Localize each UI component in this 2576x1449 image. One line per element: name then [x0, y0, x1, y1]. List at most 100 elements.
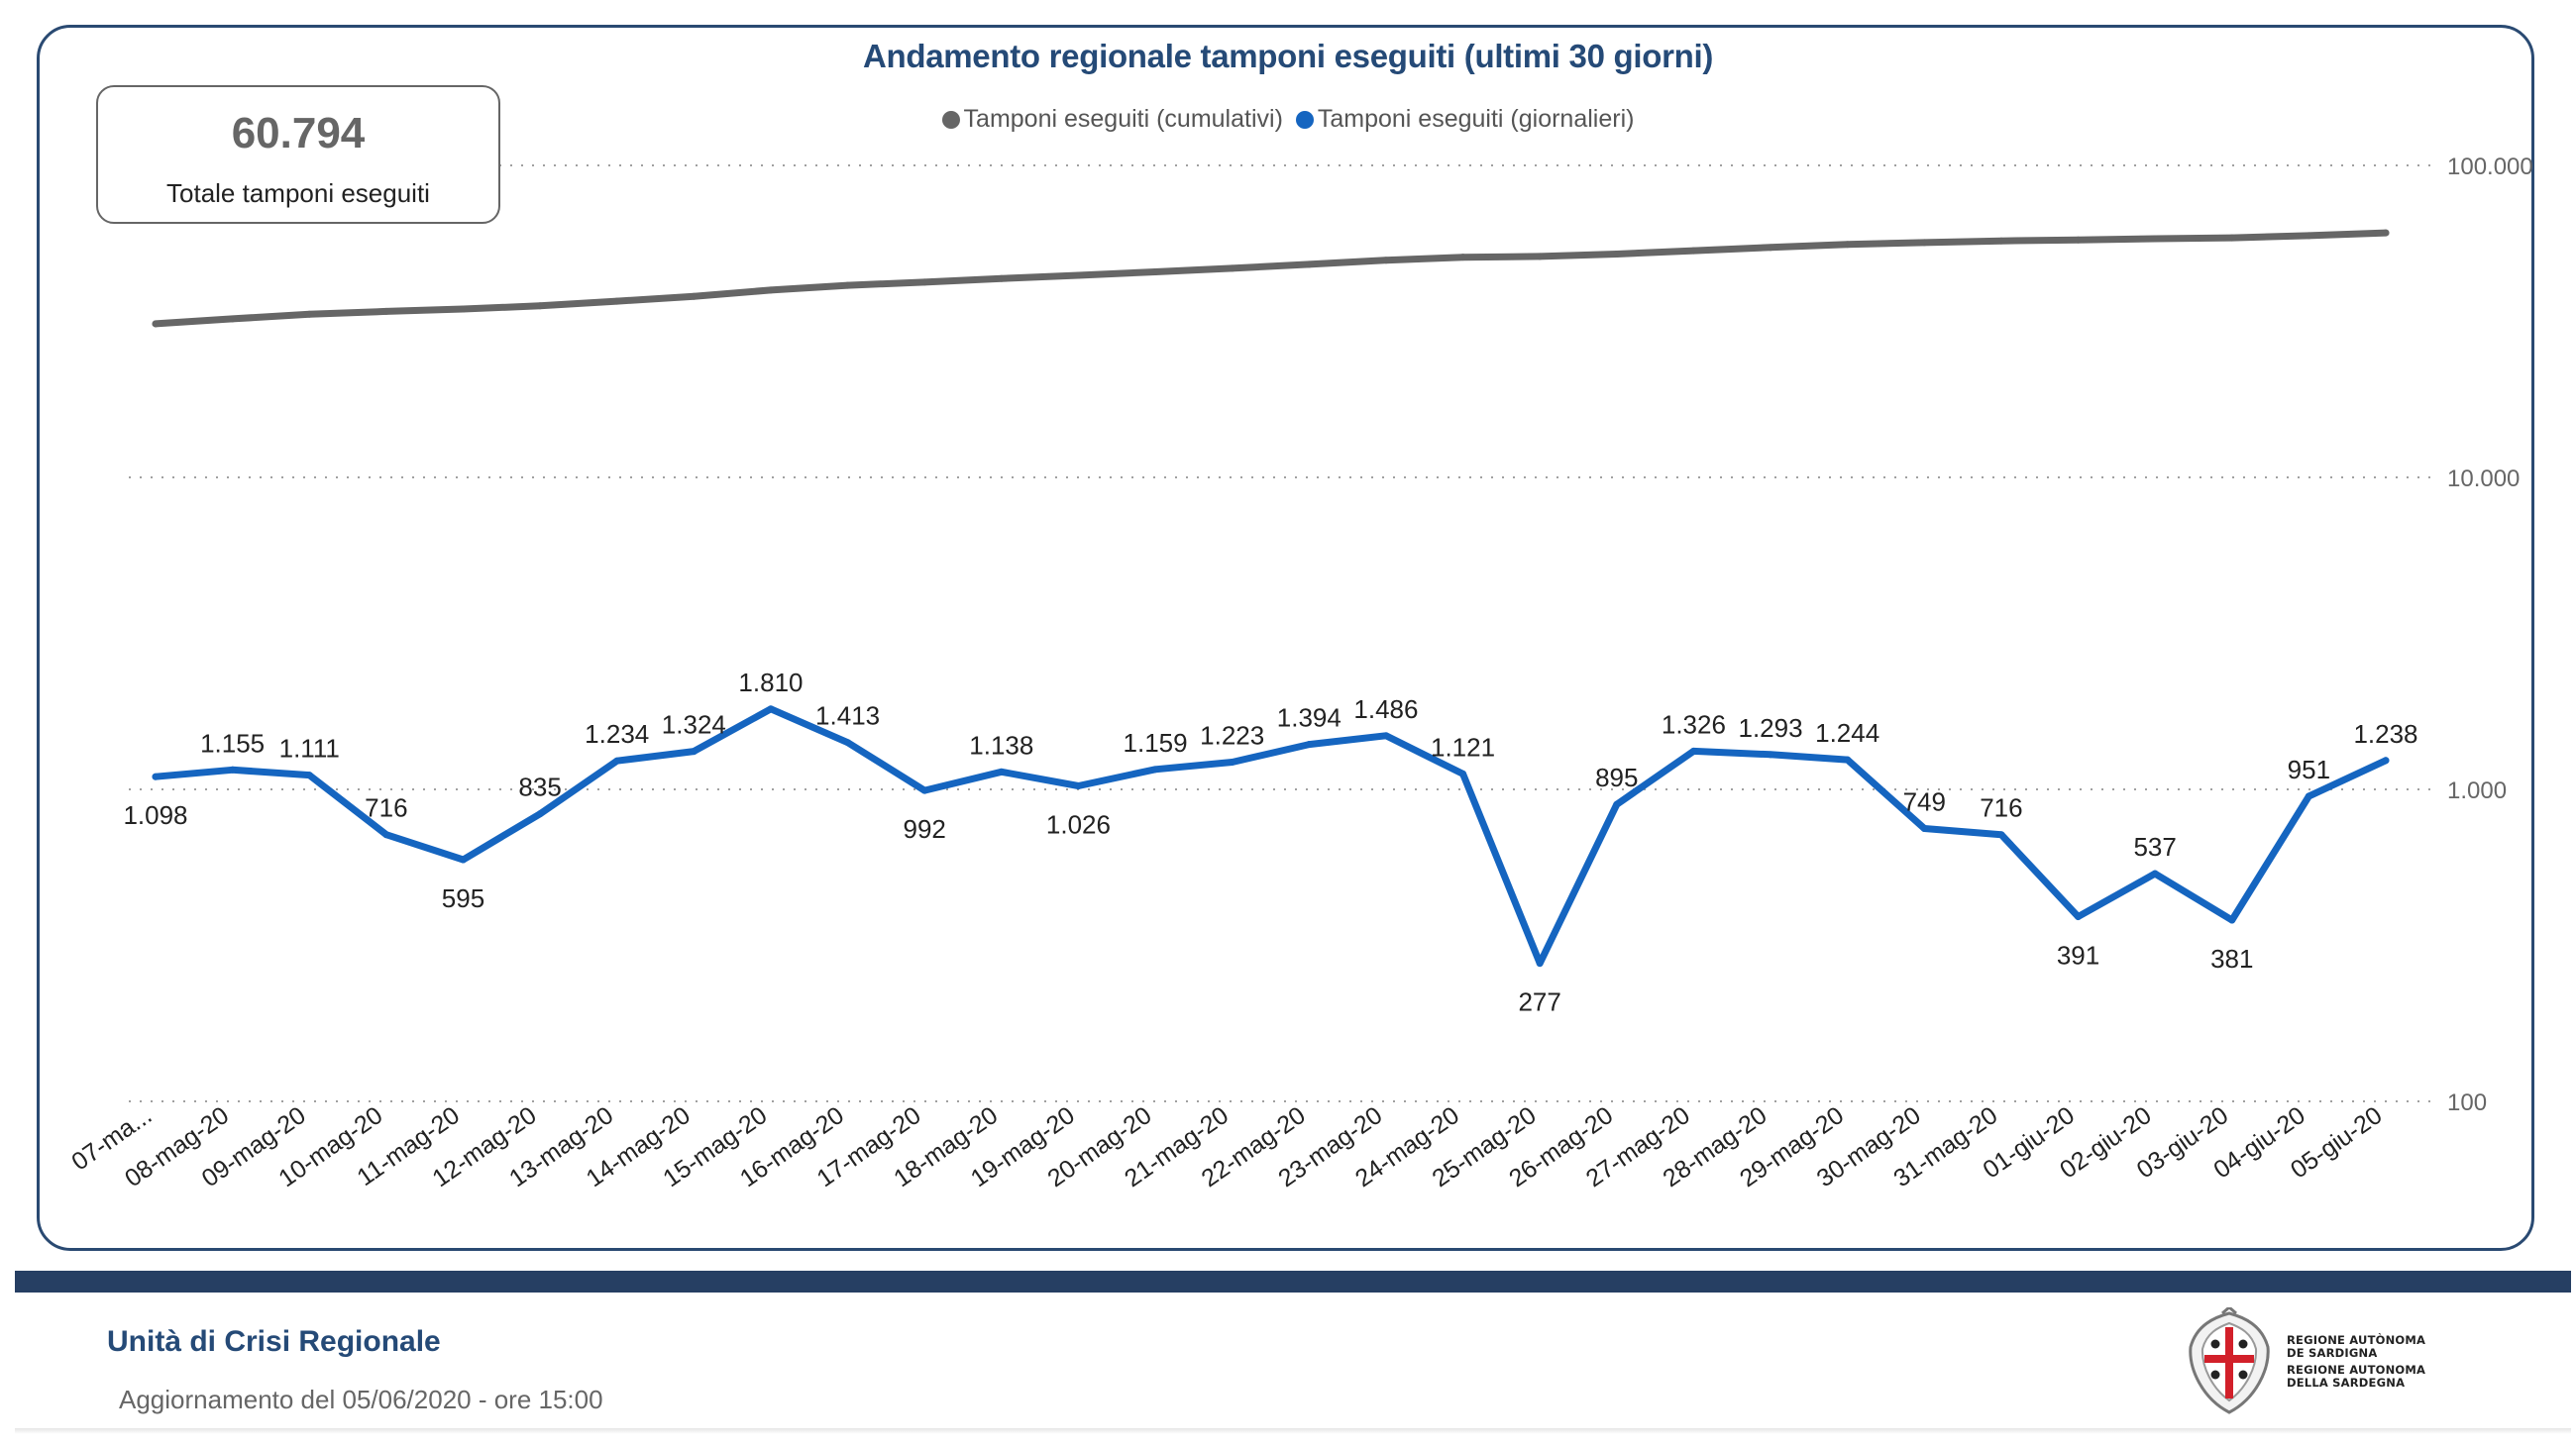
data-label: 537 — [2133, 832, 2176, 862]
legend-item-daily[interactable]: Tamponi eseguiti (giornalieri) — [1295, 105, 1635, 134]
footer-divider-bar — [15, 1271, 2571, 1293]
data-point-cumulative[interactable] — [1997, 237, 2005, 245]
kpi-label: Totale tamponi eseguiti — [166, 178, 430, 208]
kpi-card-total-tests: 60.794 Totale tamponi eseguiti — [96, 85, 500, 224]
series-line-daily — [152, 705, 2390, 968]
data-points — [152, 229, 2390, 968]
data-point-daily[interactable] — [459, 856, 467, 864]
data-label: 749 — [1903, 787, 1946, 817]
x-axis-tick-labels: 07-ma...08-mag-2009-mag-2010-mag-2011-ma… — [66, 1101, 2387, 1192]
data-label: 1.244 — [1815, 718, 1879, 748]
data-point-daily[interactable] — [920, 786, 928, 794]
data-point-daily[interactable] — [767, 705, 775, 713]
data-label: 595 — [442, 883, 484, 913]
data-point-cumulative[interactable] — [1459, 254, 1467, 261]
data-point-cumulative[interactable] — [152, 320, 160, 328]
data-point-daily[interactable] — [1305, 741, 1313, 749]
data-label: 1.121 — [1431, 732, 1495, 762]
data-point-cumulative[interactable] — [459, 305, 467, 313]
data-point-daily[interactable] — [1689, 747, 1697, 755]
data-point-cumulative[interactable] — [1382, 257, 1390, 264]
data-label: 277 — [1518, 987, 1560, 1017]
legend-item-cumulative[interactable]: Tamponi eseguiti (cumulativi) — [941, 105, 1283, 134]
data-point-cumulative[interactable] — [613, 297, 621, 305]
data-labels: 1.098 1.155 1.111 716 595 835 1.234 1.324 1.810 1… — [123, 668, 2417, 1017]
chart-card — [37, 25, 2534, 1251]
data-point-cumulative[interactable] — [2075, 236, 2083, 244]
y-tick-label: 10.000 — [2447, 466, 2520, 492]
y-tick-label: 100 — [2447, 1089, 2487, 1116]
footer-title: Unità di Crisi Regionale — [107, 1325, 441, 1358]
data-point-cumulative[interactable] — [1767, 244, 1774, 252]
data-point-daily[interactable] — [1844, 756, 1852, 764]
data-point-daily[interactable] — [2075, 912, 2083, 920]
data-point-cumulative[interactable] — [2228, 234, 2236, 242]
data-point-daily[interactable] — [613, 757, 621, 765]
data-label: 716 — [365, 793, 407, 823]
data-point-daily[interactable] — [1997, 831, 2005, 839]
data-label: 1.810 — [738, 668, 803, 697]
data-label: 391 — [2057, 940, 2099, 970]
legend-label-cumulative: Tamponi eseguiti (cumulativi) — [963, 105, 1283, 133]
data-point-cumulative[interactable] — [536, 302, 544, 310]
data-point-cumulative[interactable] — [2382, 229, 2390, 237]
legend-label-daily: Tamponi eseguiti (giornalieri) — [1317, 105, 1635, 133]
data-point-daily[interactable] — [1151, 766, 1159, 774]
data-point-cumulative[interactable] — [1844, 241, 1852, 249]
data-point-daily[interactable] — [1767, 751, 1774, 759]
data-label: 716 — [1980, 793, 2022, 823]
data-label: 1.026 — [1046, 809, 1111, 839]
data-label: 1.234 — [585, 719, 649, 749]
data-point-cumulative[interactable] — [1229, 264, 1236, 272]
y-tick-label: 100.000 — [2447, 154, 2533, 180]
data-point-cumulative[interactable] — [690, 292, 698, 300]
data-point-cumulative[interactable] — [2305, 232, 2312, 240]
data-point-cumulative[interactable] — [844, 281, 852, 289]
data-point-cumulative[interactable] — [920, 278, 928, 286]
data-point-daily[interactable] — [1382, 732, 1390, 740]
data-point-daily[interactable] — [690, 748, 698, 756]
data-point-cumulative[interactable] — [1305, 260, 1313, 268]
data-label: 1.324 — [662, 710, 726, 740]
data-point-daily[interactable] — [152, 773, 160, 780]
data-point-daily[interactable] — [998, 768, 1006, 776]
coat-of-arms-icon — [2189, 1307, 2270, 1414]
kpi-value: 60.794 — [231, 109, 366, 157]
data-point-daily[interactable] — [1613, 800, 1621, 808]
data-point-daily[interactable] — [844, 739, 852, 747]
data-point-daily[interactable] — [536, 810, 544, 818]
data-point-cumulative[interactable] — [767, 286, 775, 294]
data-label: 1.413 — [815, 701, 880, 731]
data-label: 1.111 — [279, 734, 340, 764]
data-point-daily[interactable] — [1920, 825, 1928, 833]
data-point-cumulative[interactable] — [382, 307, 390, 315]
data-point-daily[interactable] — [1074, 781, 1082, 789]
data-point-cumulative[interactable] — [2151, 235, 2159, 243]
data-point-daily[interactable] — [1229, 758, 1236, 766]
data-point-daily[interactable] — [1459, 770, 1467, 777]
data-point-daily[interactable] — [2151, 870, 2159, 878]
data-point-cumulative[interactable] — [1920, 239, 1928, 247]
data-label: 835 — [518, 773, 561, 802]
data-point-daily[interactable] — [382, 831, 390, 839]
data-point-cumulative[interactable] — [1151, 268, 1159, 276]
logo-line: REGIONE AUTÒNOMA — [2287, 1333, 2426, 1347]
data-point-daily[interactable] — [2382, 757, 2390, 765]
data-point-daily[interactable] — [229, 766, 237, 774]
regione-sardegna-logo — [2189, 1307, 2270, 1414]
data-point-cumulative[interactable] — [998, 274, 1006, 282]
data-point-cumulative[interactable] — [229, 315, 237, 323]
chart-title: Andamento regionale tamponi eseguiti (ul… — [862, 38, 1714, 74]
data-point-cumulative[interactable] — [1074, 271, 1082, 279]
data-point-cumulative[interactable] — [1536, 253, 1544, 260]
data-point-cumulative[interactable] — [1689, 247, 1697, 255]
data-point-daily[interactable] — [2228, 916, 2236, 924]
data-point-cumulative[interactable] — [1613, 251, 1621, 259]
data-point-daily[interactable] — [2305, 792, 2312, 800]
logo-line: REGIONE AUTONOMA — [2287, 1363, 2426, 1377]
data-point-daily[interactable] — [305, 772, 313, 779]
data-point-daily[interactable] — [1536, 960, 1544, 968]
data-point-cumulative[interactable] — [305, 310, 313, 318]
footer-update-timestamp: Aggiornamento del 05/06/2020 - ore 15:00 — [119, 1385, 603, 1414]
